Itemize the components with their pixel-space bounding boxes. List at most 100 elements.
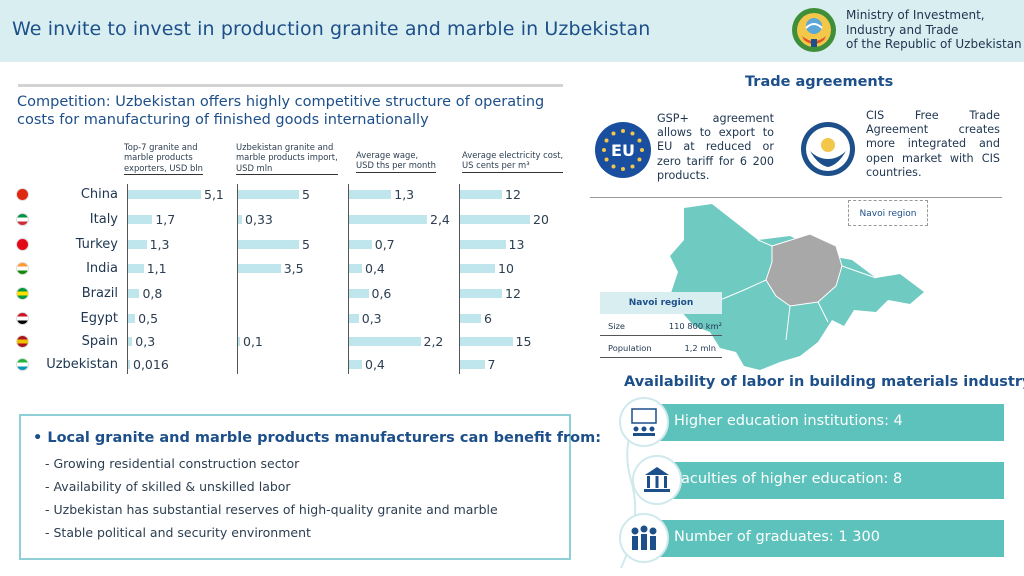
chart-bar xyxy=(128,190,201,199)
benefit-item: - Availability of skilled & unskilled la… xyxy=(45,479,291,494)
country-label: Brazil xyxy=(81,286,118,301)
chart-bar xyxy=(349,289,369,298)
chart-bar xyxy=(128,360,130,369)
chart-bar xyxy=(238,215,243,224)
chart-value-label: 7 xyxy=(487,357,496,372)
flag-icon xyxy=(16,188,29,201)
cis-agreement-text: CIS Free Trade Agreement creates more in… xyxy=(866,109,1000,179)
benefits-box: • Local granite and marble products manu… xyxy=(19,414,601,560)
chart-bar xyxy=(128,314,136,323)
chart-axis xyxy=(348,184,349,374)
country-label: Egypt xyxy=(80,311,118,326)
uzbekistan-emblem-icon xyxy=(792,8,836,52)
navoi-population-row: Population 1,2 mln xyxy=(600,336,722,358)
chart-value-label: 0,33 xyxy=(245,212,273,227)
column-header-exports: Top-7 granite and marble products export… xyxy=(124,142,203,176)
column-header-wage: Average wage, USD ths per month xyxy=(356,150,436,173)
chart-value-label: 10 xyxy=(498,261,514,276)
chart-axis xyxy=(237,184,238,374)
flag-icon xyxy=(16,213,29,226)
navoi-region-map-label: Navoi region xyxy=(848,200,928,226)
chart-bar xyxy=(460,215,530,224)
chart-value-label: 0,5 xyxy=(138,311,159,326)
eu-flag-icon: EU xyxy=(595,122,651,178)
eu-badge-label: EU xyxy=(611,141,635,160)
chart-bar xyxy=(128,289,140,298)
country-label: Spain xyxy=(81,334,118,349)
chart-value-label: 0,3 xyxy=(135,334,156,349)
classroom-icon xyxy=(619,397,669,447)
navoi-region-table: Navoi region Size 110 800 km² Population… xyxy=(600,292,722,358)
chart-value-label: 0,3 xyxy=(361,311,382,326)
chart-bar xyxy=(349,240,372,249)
gsp-agreement-text: GSP+ agreement allows to export to EU at… xyxy=(657,112,774,182)
cis-emblem-icon xyxy=(801,122,855,176)
chart-bar xyxy=(128,264,144,273)
chart-value-label: 3,5 xyxy=(283,261,304,276)
chart-bar xyxy=(460,240,506,249)
flag-icon xyxy=(16,335,29,348)
flag-icon xyxy=(16,312,29,325)
chart-value-label: 6 xyxy=(484,311,492,326)
chart-bar xyxy=(238,337,240,346)
chart-value-label: 12 xyxy=(505,286,521,301)
chart-bar xyxy=(460,190,502,199)
chart-value-label: 5,1 xyxy=(204,187,224,202)
chart-bar xyxy=(349,360,362,369)
chart-bar xyxy=(349,190,392,199)
chart-value-label: 0,016 xyxy=(133,357,169,372)
chart-axis xyxy=(459,184,460,374)
country-label: China xyxy=(80,187,118,202)
labor-title: Availability of labor in building materi… xyxy=(624,374,1024,390)
chart-value-label: 0,1 xyxy=(243,334,263,349)
labor-bar-faculties: Faculties of higher education: 8 xyxy=(656,462,1004,499)
column-header-electricity: Average electricity cost, US cents per m… xyxy=(462,150,564,173)
chart-bar xyxy=(128,215,153,224)
chart-axis xyxy=(127,184,128,374)
country-label: Uzbekistan xyxy=(46,357,118,372)
section-divider xyxy=(18,84,563,87)
chart-value-label: 0,8 xyxy=(142,286,163,301)
chart-bar xyxy=(349,215,427,224)
header-banner: We invite to invest in production granit… xyxy=(0,0,1024,62)
chart-bar xyxy=(460,360,485,369)
chart-value-label: 13 xyxy=(508,237,525,252)
labor-bar-institutions: Higher education institutions: 4 xyxy=(656,404,1004,441)
chart-bar xyxy=(349,264,362,273)
chart-bar xyxy=(460,314,481,323)
chart-bar xyxy=(238,264,281,273)
chart-value-label: 0,4 xyxy=(365,261,385,276)
chart-bar xyxy=(349,337,421,346)
country-label: Italy xyxy=(89,212,118,227)
chart-value-label: 0,6 xyxy=(371,286,392,301)
map-divider xyxy=(590,197,1002,198)
country-label: Turkey xyxy=(75,237,118,252)
benefit-item: - Stable political and security environm… xyxy=(45,525,311,540)
chart-value-label: 1,3 xyxy=(394,187,415,202)
graduates-icon xyxy=(619,513,669,563)
chart-bar xyxy=(460,337,513,346)
chart-bar xyxy=(128,240,147,249)
ministry-name: Ministry of Investment, Industry and Tra… xyxy=(846,8,1022,51)
chart-bar xyxy=(349,314,359,323)
chart-value-label: 15 xyxy=(515,334,532,349)
flag-icon xyxy=(16,262,29,275)
chart-value-label: 2,2 xyxy=(423,334,444,349)
university-building-icon xyxy=(632,455,682,505)
chart-value-label: 0,7 xyxy=(374,237,395,252)
chart-bar xyxy=(128,337,133,346)
chart-value-label: 5 xyxy=(302,237,310,252)
competition-title: Competition: Uzbekistan offers highly co… xyxy=(17,94,545,128)
chart-bar xyxy=(460,289,502,298)
column-header-imports: Uzbekistan granite and marble products i… xyxy=(236,142,338,176)
page-title: We invite to invest in production granit… xyxy=(12,18,651,40)
benefit-item: - Growing residential construction secto… xyxy=(45,456,300,471)
chart-bar xyxy=(238,190,299,199)
flag-icon xyxy=(16,287,29,300)
chart-value-label: 5 xyxy=(302,187,310,202)
labor-bar-graduates: Number of graduates: 1 300 xyxy=(656,520,1004,557)
uzbekistan-map-icon xyxy=(670,204,924,370)
benefit-item: - Uzbekistan has substantial reserves of… xyxy=(45,502,498,517)
chart-value-label: 1,3 xyxy=(149,237,170,252)
flag-icon xyxy=(16,238,29,251)
